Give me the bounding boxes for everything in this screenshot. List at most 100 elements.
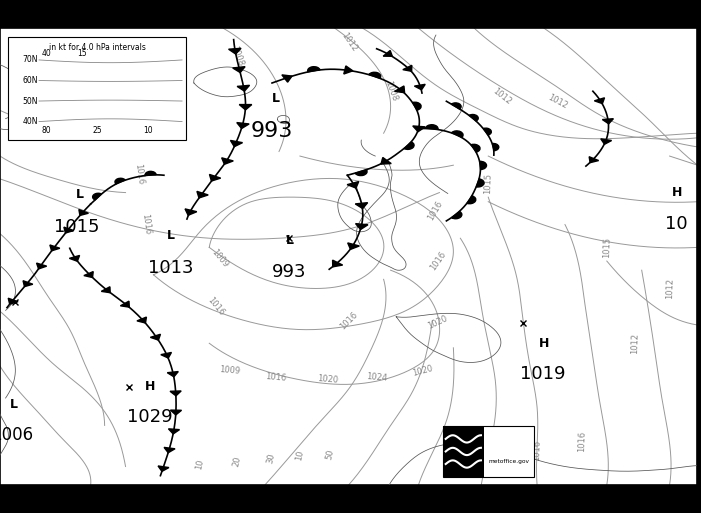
- Text: metoffice.gov: metoffice.gov: [488, 459, 529, 464]
- Polygon shape: [101, 287, 110, 293]
- Text: 20: 20: [231, 455, 243, 467]
- Text: 1012: 1012: [339, 31, 358, 53]
- Wedge shape: [404, 142, 414, 149]
- Text: 10: 10: [665, 214, 688, 232]
- Text: 1016: 1016: [140, 213, 152, 235]
- Polygon shape: [237, 123, 249, 129]
- Polygon shape: [210, 174, 221, 181]
- Text: 1016: 1016: [264, 372, 287, 383]
- Text: 80: 80: [42, 126, 52, 134]
- Wedge shape: [451, 211, 462, 219]
- Text: 1016: 1016: [532, 440, 542, 461]
- Wedge shape: [369, 72, 381, 78]
- Polygon shape: [594, 98, 604, 104]
- Polygon shape: [168, 429, 179, 434]
- Text: L: L: [167, 229, 175, 243]
- Polygon shape: [332, 260, 343, 267]
- Polygon shape: [381, 157, 391, 164]
- Text: 1015: 1015: [602, 236, 612, 258]
- FancyBboxPatch shape: [8, 37, 186, 140]
- Polygon shape: [355, 203, 367, 209]
- Wedge shape: [469, 114, 478, 121]
- Text: L: L: [76, 188, 84, 202]
- Polygon shape: [222, 158, 233, 164]
- FancyBboxPatch shape: [443, 426, 533, 477]
- Wedge shape: [93, 193, 102, 200]
- Text: 1024: 1024: [366, 372, 388, 383]
- Text: 1019: 1019: [520, 365, 566, 383]
- Text: 1013: 1013: [148, 259, 193, 277]
- Polygon shape: [8, 298, 18, 304]
- Polygon shape: [233, 67, 245, 72]
- Text: 70N: 70N: [22, 55, 38, 65]
- Polygon shape: [36, 263, 47, 269]
- Wedge shape: [451, 103, 461, 109]
- Text: 50: 50: [325, 448, 335, 460]
- Polygon shape: [158, 466, 169, 471]
- Wedge shape: [479, 161, 486, 169]
- Text: 1009: 1009: [210, 248, 230, 270]
- Text: H: H: [672, 186, 682, 199]
- Wedge shape: [426, 125, 438, 129]
- Text: 1015: 1015: [484, 173, 493, 194]
- Text: 1012: 1012: [665, 278, 674, 299]
- Polygon shape: [237, 85, 250, 91]
- Text: 1029: 1029: [127, 408, 172, 426]
- Polygon shape: [185, 209, 197, 215]
- Text: 993: 993: [251, 121, 293, 141]
- Polygon shape: [137, 317, 147, 323]
- Text: 1008: 1008: [383, 80, 398, 103]
- Polygon shape: [602, 119, 613, 124]
- Polygon shape: [168, 371, 178, 377]
- Polygon shape: [348, 243, 360, 249]
- Polygon shape: [121, 301, 129, 307]
- Text: 25: 25: [93, 126, 102, 134]
- Wedge shape: [413, 102, 421, 110]
- Text: L: L: [271, 92, 280, 106]
- Polygon shape: [64, 227, 74, 233]
- Polygon shape: [197, 191, 208, 198]
- Text: L: L: [10, 399, 18, 411]
- Polygon shape: [413, 126, 426, 132]
- Wedge shape: [492, 144, 499, 151]
- Text: 60N: 60N: [22, 76, 38, 85]
- Text: 1016: 1016: [206, 295, 226, 318]
- Text: 1008: 1008: [229, 44, 245, 67]
- Text: 1016: 1016: [480, 449, 489, 470]
- Wedge shape: [476, 179, 484, 187]
- Text: 30: 30: [265, 452, 276, 464]
- Text: 1016: 1016: [428, 250, 448, 272]
- Text: 40N: 40N: [22, 117, 38, 126]
- Polygon shape: [50, 245, 60, 251]
- Wedge shape: [483, 128, 491, 135]
- Text: 10: 10: [143, 126, 153, 134]
- Wedge shape: [451, 131, 463, 137]
- FancyBboxPatch shape: [443, 426, 484, 477]
- Polygon shape: [589, 156, 599, 163]
- Wedge shape: [145, 171, 156, 175]
- Text: 10: 10: [294, 449, 306, 461]
- Wedge shape: [355, 170, 367, 175]
- Polygon shape: [403, 65, 411, 71]
- Text: H: H: [145, 380, 155, 393]
- Wedge shape: [471, 144, 480, 152]
- Text: 50N: 50N: [22, 96, 38, 106]
- Text: 1009: 1009: [219, 365, 241, 376]
- Polygon shape: [229, 48, 241, 54]
- Polygon shape: [383, 50, 393, 56]
- Polygon shape: [164, 447, 175, 453]
- Text: 1016: 1016: [426, 200, 444, 222]
- Polygon shape: [79, 209, 88, 215]
- Text: 1016: 1016: [134, 163, 145, 185]
- Text: 1012: 1012: [547, 92, 569, 110]
- Text: 1020: 1020: [317, 374, 339, 385]
- Polygon shape: [414, 84, 426, 90]
- Text: 1020: 1020: [411, 364, 434, 378]
- Polygon shape: [282, 75, 292, 82]
- Polygon shape: [239, 105, 252, 110]
- Text: 1016: 1016: [338, 310, 360, 331]
- Polygon shape: [84, 271, 93, 278]
- Polygon shape: [69, 255, 80, 261]
- Polygon shape: [355, 224, 368, 229]
- Text: 1016: 1016: [578, 431, 587, 452]
